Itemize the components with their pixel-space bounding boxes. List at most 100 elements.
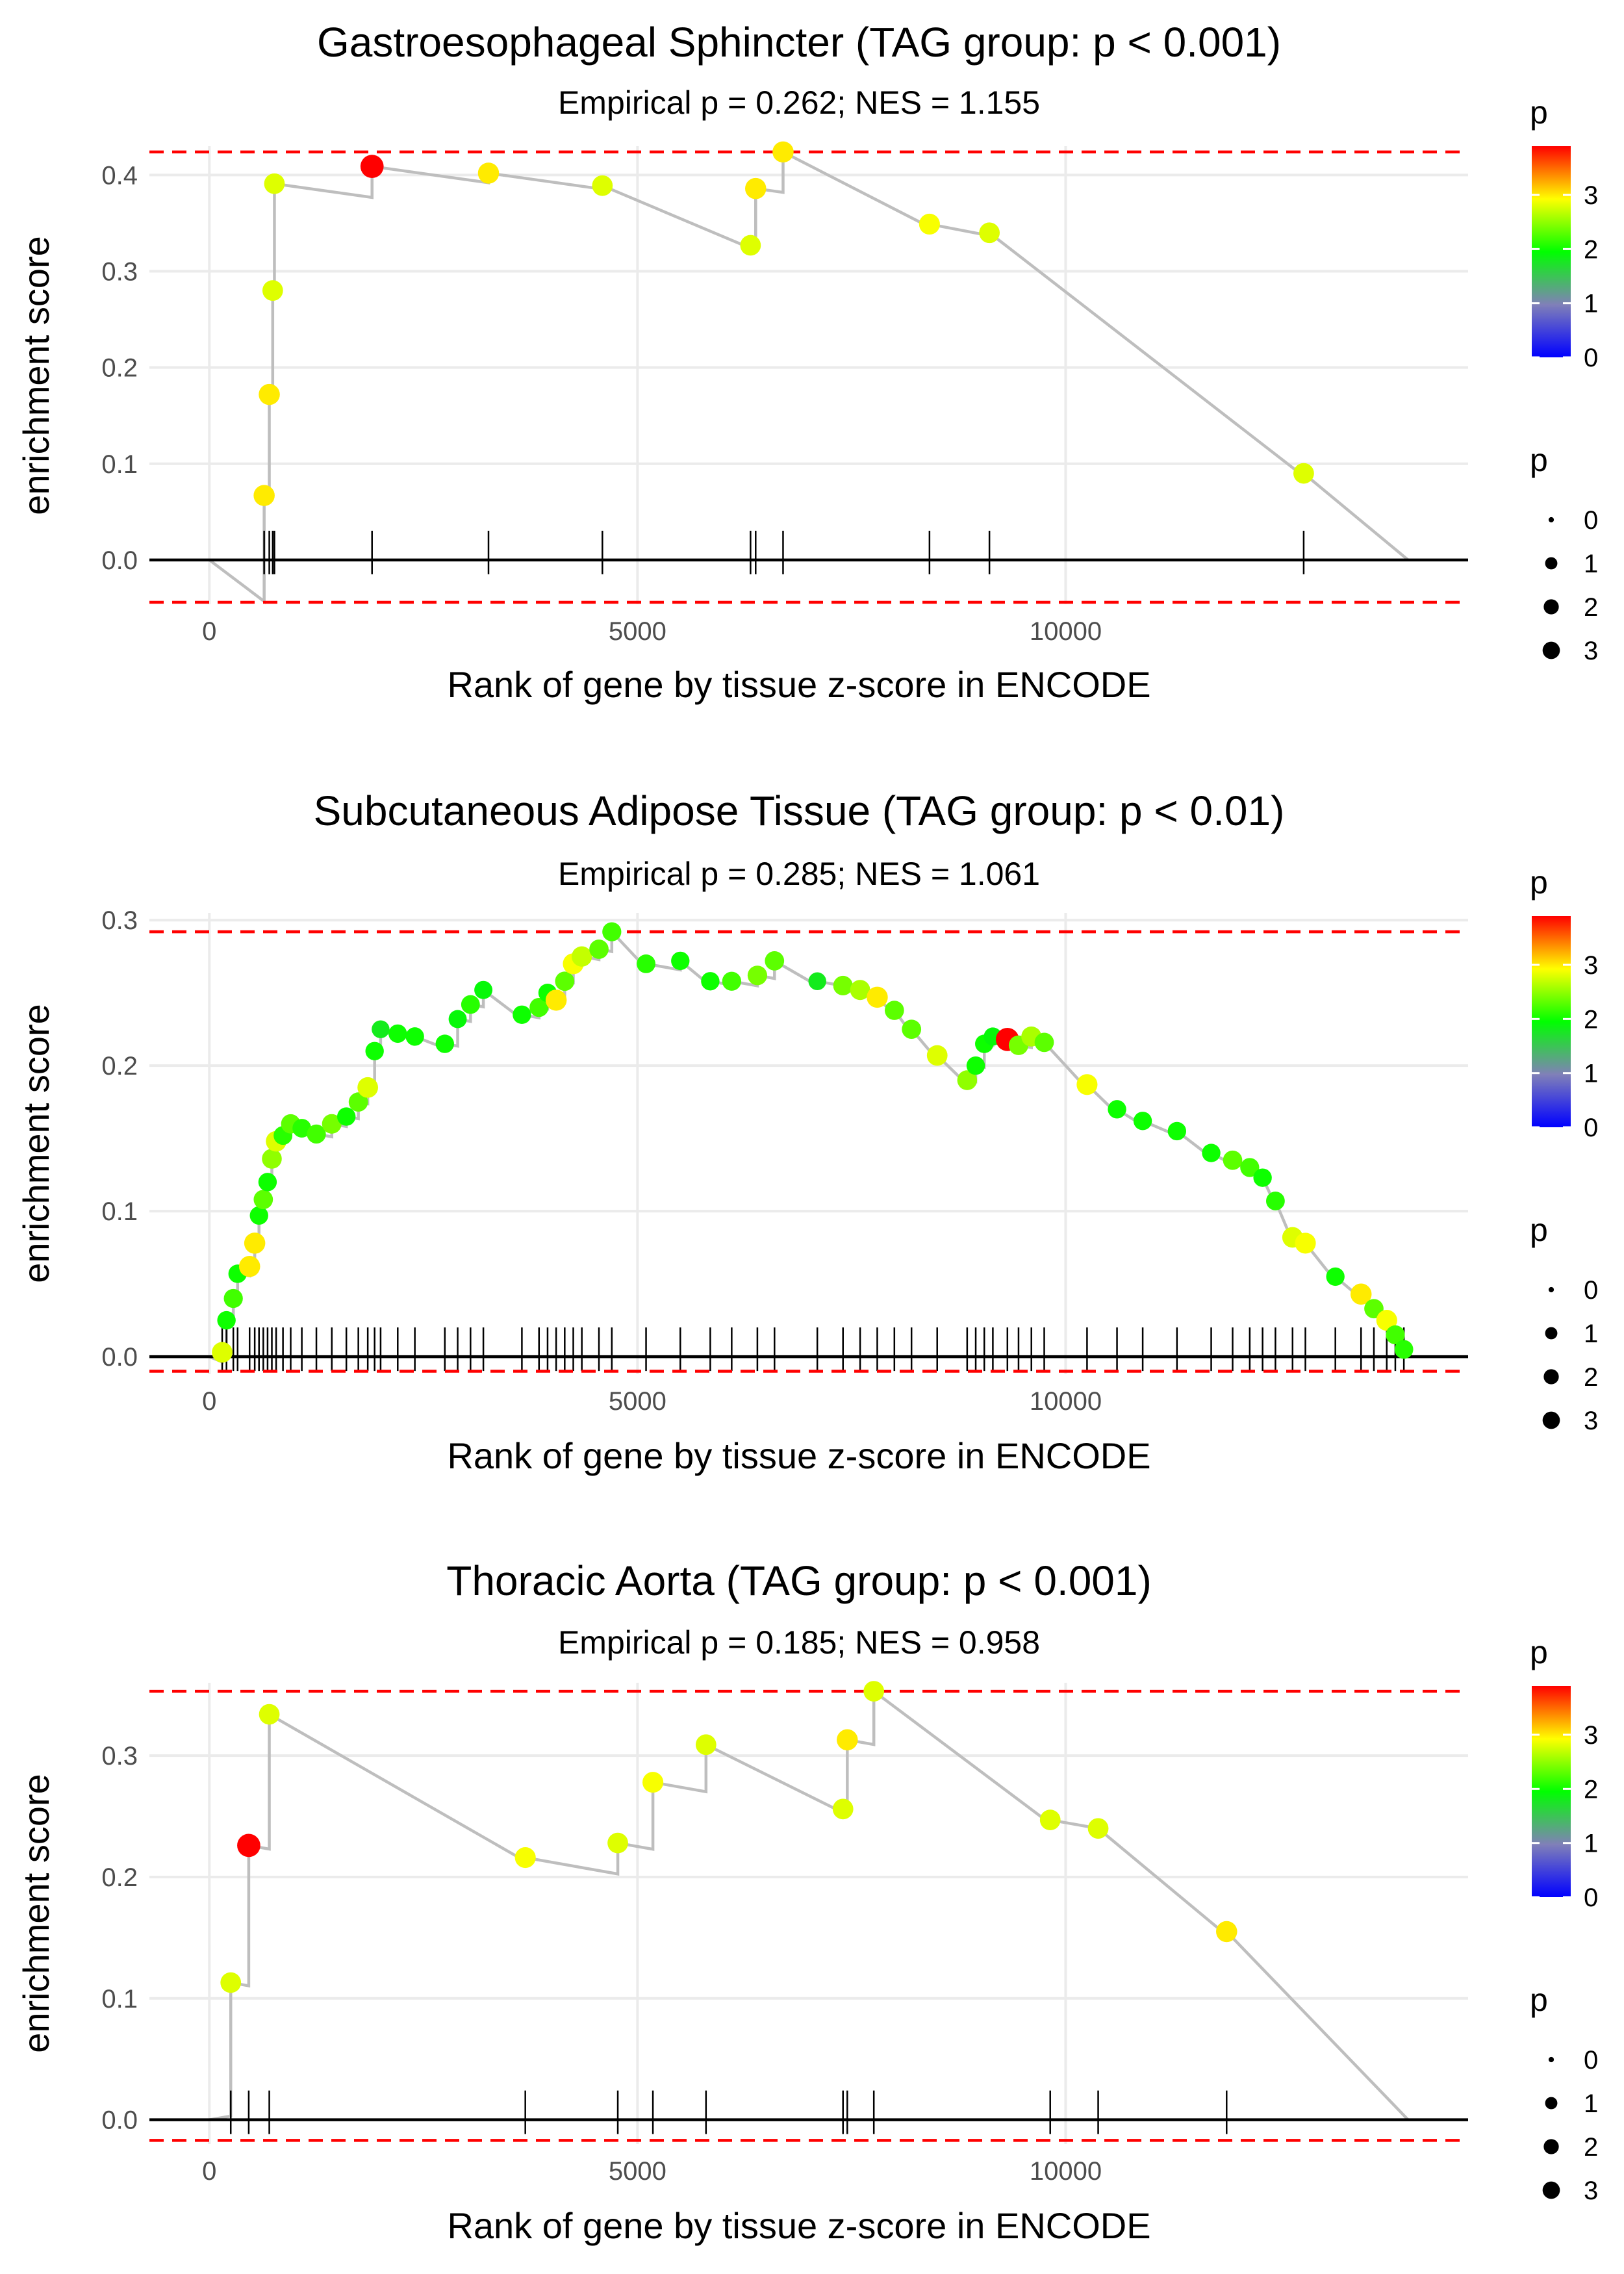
size-legend-key [1543, 1369, 1559, 1385]
panel-2-hit-point [212, 1342, 233, 1363]
panel-2-hit-point [572, 946, 592, 967]
panel-1: Gastroesophageal Sphincter (TAG group: p… [16, 19, 1468, 705]
panel-2-hit-point [957, 1070, 978, 1090]
panel-2-x-tick-label: 0 [202, 1387, 216, 1416]
panel-3-plot: 0 5000 10000 0.0 0.1 0.2 0.3 [101, 1681, 1468, 2186]
panel-2-hit-point [388, 1024, 407, 1043]
panel-2-hit-point [262, 1149, 282, 1169]
panel-3-y-tick-label: 0.0 [101, 2106, 138, 2135]
color-bar-label: 2 [1584, 235, 1598, 264]
panel-2-hit-point [448, 1010, 467, 1028]
panel-1-hit-point [919, 213, 940, 235]
color-bar-label: 1 [1584, 1830, 1598, 1858]
panel-2-hit-point [1350, 1283, 1372, 1305]
panel-2-hit-point [884, 1001, 904, 1020]
color-bar-label: 3 [1584, 951, 1598, 980]
legend-2-size-title: p [1530, 1212, 1548, 1248]
panel-2-hit-point [589, 939, 609, 959]
panel-2-hit-point [372, 1020, 390, 1038]
panel-2-y-tick-label: 0.0 [101, 1343, 138, 1372]
panel-3-x-tick-label: 0 [202, 2157, 216, 2186]
legend-1: p 0 1 2 3 p 0 1 2 3 [1530, 94, 1598, 665]
size-legend-key [1545, 1327, 1558, 1340]
legend-2-color-bar [1532, 916, 1571, 1127]
panel-2-x-tick-label: 10000 [1030, 1387, 1102, 1416]
panel-2: Subcutaneous Adipose Tissue (TAG group: … [16, 787, 1468, 1476]
panel-2-hit-point [223, 1288, 243, 1309]
panel-2-hit-point [474, 980, 493, 999]
panel-2-hit-point [1202, 1143, 1221, 1162]
panel-2-hit-point [765, 951, 785, 971]
panel-2-hit-point [555, 971, 575, 991]
panel-2-y-tick-label: 0.2 [101, 1052, 138, 1080]
panel-1-hit-point [253, 485, 275, 506]
panel-1-running-score-line [208, 149, 1410, 605]
size-legend-label: 2 [1584, 2133, 1598, 2162]
panel-2-hit-point [545, 990, 567, 1011]
panel-3-hit-point [607, 1832, 628, 1854]
panel-1-x-tick-label: 5000 [609, 617, 666, 646]
panel-3-hit-point [237, 1833, 260, 1858]
size-legend-key [1543, 599, 1559, 615]
panel-2-running-score-line [209, 928, 1410, 1364]
panel-2-hit-point [238, 1256, 260, 1277]
legend-2-color-title: p [1530, 864, 1548, 901]
panel-1-subtitle: Empirical p = 0.262; NES = 1.155 [558, 84, 1040, 121]
panel-2-hit-point [701, 972, 720, 991]
panel-2-hit-point [292, 1119, 312, 1138]
panel-2-hit-point [258, 1173, 277, 1192]
panel-2-hit-point [850, 980, 870, 1001]
panel-2-hit-point [602, 922, 622, 941]
panel-2-hit-point [244, 1233, 266, 1254]
panel-3-x-tick-label: 5000 [609, 2157, 666, 2186]
color-bar-label: 0 [1584, 1884, 1598, 1912]
size-legend-label: 1 [1584, 550, 1598, 578]
panel-2-hit-point [253, 1190, 273, 1210]
panel-2-hit-point [1376, 1310, 1397, 1331]
panel-2-hit-point [1364, 1299, 1384, 1319]
size-legend-key [1542, 641, 1560, 659]
panel-1-hit-point [262, 280, 283, 301]
size-legend-key [1545, 557, 1558, 570]
panel-3-y-tick-label: 0.2 [101, 1863, 138, 1892]
legend-3: p 0 1 2 3 p 0 1 2 3 [1530, 1634, 1598, 2205]
panel-1-x-tick-label: 0 [202, 617, 216, 646]
panel-1-y-tick-label: 0.2 [101, 354, 138, 383]
panel-2-hit-point [902, 1019, 922, 1040]
panel-3-hit-point [259, 1704, 280, 1725]
color-bar-label: 2 [1584, 1005, 1598, 1034]
panel-2-title: Subcutaneous Adipose Tissue (TAG group: … [314, 787, 1285, 834]
panel-2-plot: 0 5000 10000 0.0 0.1 0.2 0.3 [101, 906, 1468, 1416]
panel-3-title: Thoracic Aorta (TAG group: p < 0.001) [446, 1557, 1152, 1604]
panel-2-hit-point [348, 1092, 368, 1112]
panel-1-hit-point [264, 173, 285, 194]
panel-2-hit-point [833, 975, 853, 996]
size-legend-label: 3 [1584, 1407, 1598, 1435]
size-legend-label: 3 [1584, 2177, 1598, 2205]
panel-1-x-tick-label: 10000 [1030, 617, 1102, 646]
panel-1-x-axis-title: Rank of gene by tissue z-score in ENCODE [447, 664, 1150, 705]
panel-2-hit-point [722, 971, 742, 991]
panel-2-hit-point [322, 1114, 342, 1134]
panel-2-y-tick-label: 0.1 [101, 1197, 138, 1226]
size-legend-label: 0 [1584, 1276, 1598, 1305]
legend-3-color-bar [1532, 1686, 1571, 1897]
legend-1-color-bar [1532, 146, 1571, 357]
legend-1-color-title: p [1530, 94, 1548, 131]
legend-3-color-title: p [1530, 1634, 1548, 1670]
panel-2-y-tick-label: 0.3 [101, 906, 138, 935]
size-legend-label: 1 [1584, 1320, 1598, 1348]
panel-1-plot: 0 5000 10000 0.0 0.1 0.2 0.3 0.4 [101, 141, 1468, 646]
size-legend-label: 2 [1584, 593, 1598, 622]
panel-3-y-axis-title: enrichment score [16, 1774, 57, 2053]
panel-2-hit-point [217, 1310, 236, 1330]
panel-1-hit-point [979, 222, 1000, 244]
panel-2-hit-point [365, 1041, 384, 1060]
panel-3-hit-point [832, 1798, 854, 1820]
panel-1-y-tick-label: 0.1 [101, 450, 138, 479]
panel-1-hit-point [1293, 463, 1314, 484]
panel-3-y-tick-label: 0.1 [101, 1985, 138, 2013]
panel-2-hit-point [867, 986, 888, 1008]
size-legend-key [1542, 2181, 1560, 2199]
